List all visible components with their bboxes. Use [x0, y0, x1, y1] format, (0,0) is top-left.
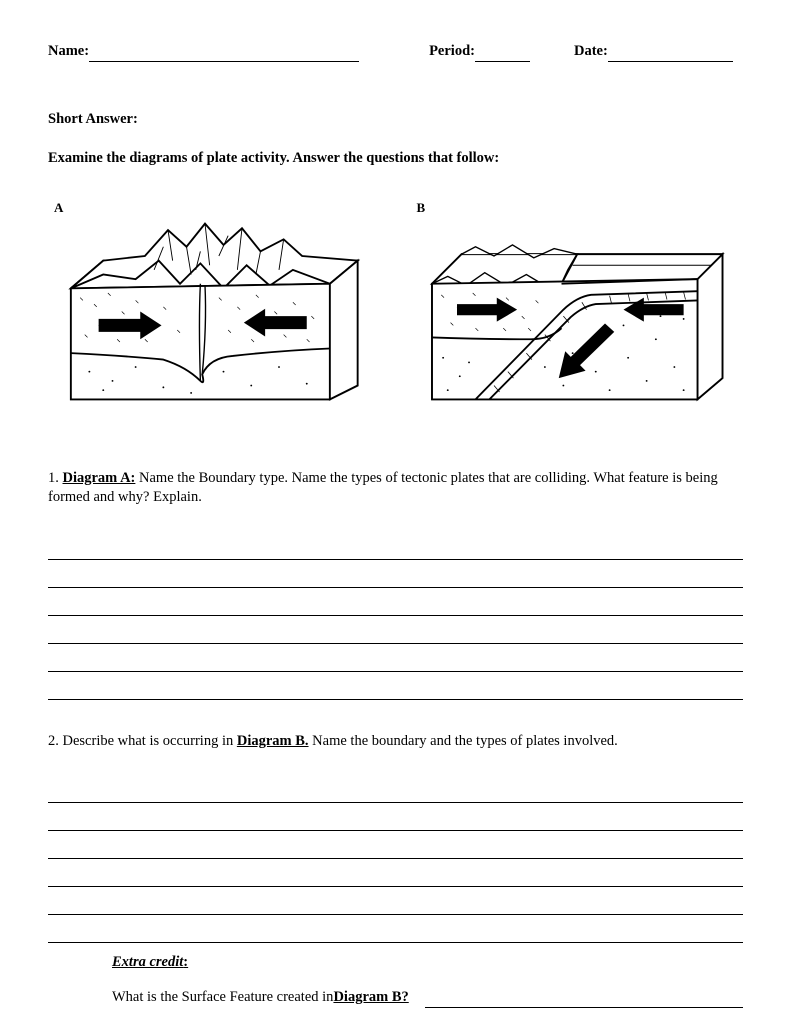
diagram-a-svg — [48, 219, 381, 404]
extra-credit-title: Extra credit: — [112, 953, 743, 973]
answer-line[interactable] — [48, 532, 743, 560]
date-blank[interactable] — [608, 48, 733, 62]
worksheet-header: Name: Period: Date: — [48, 42, 743, 62]
diagram-b-label: B — [417, 199, 744, 217]
q1-answer-lines[interactable] — [48, 532, 743, 700]
answer-line[interactable] — [48, 859, 743, 887]
ec-label: Diagram B? — [333, 988, 408, 1008]
answer-line[interactable] — [48, 560, 743, 588]
date-label: Date: — [574, 42, 608, 62]
ec-colon: : — [183, 954, 188, 970]
answer-line[interactable] — [48, 588, 743, 616]
period-label: Period: — [429, 42, 475, 62]
answer-line[interactable] — [48, 831, 743, 859]
question-1: 1. Diagram A: Name the Boundary type. Na… — [48, 469, 743, 508]
ec-answer-line[interactable] — [425, 994, 743, 1008]
answer-line[interactable] — [48, 616, 743, 644]
period-blank[interactable] — [475, 48, 530, 62]
header-gap-2 — [530, 42, 574, 62]
name-blank[interactable] — [89, 48, 359, 62]
diagram-b-container: B — [411, 199, 744, 411]
answer-line[interactable] — [48, 915, 743, 943]
answer-line[interactable] — [48, 775, 743, 803]
diagram-a-container: A — [48, 199, 381, 411]
q2-number: 2. — [48, 733, 63, 749]
ec-title-text: Extra credit — [112, 954, 183, 970]
section-title: Short Answer: — [48, 110, 743, 130]
q2-label: Diagram B. — [237, 733, 309, 749]
q2-post: Name the boundary and the types of plate… — [309, 733, 618, 749]
date-field[interactable]: Date: — [574, 42, 733, 62]
answer-line[interactable] — [48, 644, 743, 672]
q2-answer-lines[interactable] — [48, 775, 743, 943]
period-field[interactable]: Period: — [429, 42, 530, 62]
instruction-text: Examine the diagrams of plate activity. … — [48, 149, 743, 169]
name-label: Name: — [48, 42, 89, 62]
extra-credit-question: What is the Surface Feature created in D… — [112, 988, 743, 1008]
header-gap-1 — [359, 42, 429, 62]
question-2: 2. Describe what is occurring in Diagram… — [48, 732, 743, 752]
diagram-a-label: A — [54, 199, 381, 217]
q1-number: 1. — [48, 470, 63, 486]
answer-line[interactable] — [48, 887, 743, 915]
diagram-b-svg — [411, 219, 744, 404]
extra-credit-section: Extra credit: What is the Surface Featur… — [112, 953, 743, 1007]
ec-pre-text: What is the Surface Feature created in — [112, 988, 333, 1008]
name-field[interactable]: Name: — [48, 42, 359, 62]
q1-label: Diagram A: — [63, 470, 136, 486]
answer-line[interactable] — [48, 803, 743, 831]
q2-pre: Describe what is occurring in — [63, 733, 237, 749]
answer-line[interactable] — [48, 672, 743, 700]
q1-text: Name the Boundary type. Name the types o… — [48, 470, 718, 506]
diagram-row: A — [48, 199, 743, 411]
